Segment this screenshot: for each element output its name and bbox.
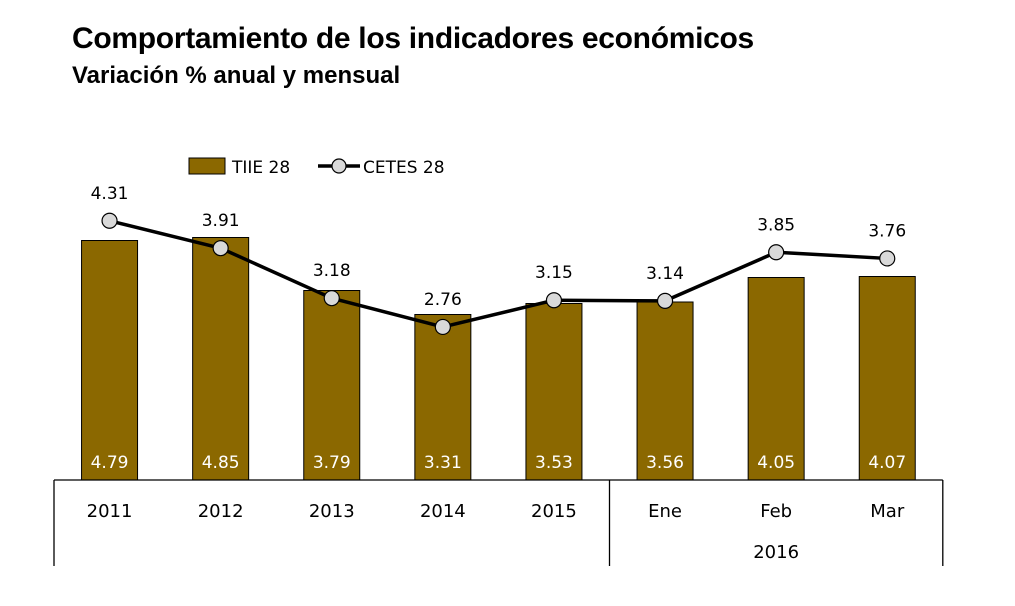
x-tick-label: 2014 bbox=[420, 501, 466, 522]
legend-swatch-tiie bbox=[188, 157, 226, 175]
bar-value-label: 3.79 bbox=[313, 453, 351, 473]
line-point-Mar bbox=[879, 250, 896, 267]
x-tick-label: 2011 bbox=[87, 501, 133, 522]
group-label: 2016 bbox=[753, 542, 799, 563]
cetes-line bbox=[109, 219, 888, 329]
line-value-label: 3.85 bbox=[757, 215, 795, 235]
legend-label-cetes: CETES 28 bbox=[363, 158, 445, 178]
bar-value-label: 4.05 bbox=[757, 453, 795, 473]
line-point-2015 bbox=[545, 292, 563, 309]
line-value-label: 3.15 bbox=[535, 263, 573, 283]
legend-label-tiie: TIIE 28 bbox=[231, 158, 290, 178]
bar-series bbox=[81, 237, 916, 481]
x-tick-label: Ene bbox=[648, 501, 682, 522]
x-tick-label: 2015 bbox=[531, 501, 577, 522]
line-value-label: 3.91 bbox=[202, 211, 240, 231]
chart-subtitle: Variación % anual y mensual bbox=[72, 62, 401, 89]
bar-value-labels: 4.79 4.85 3.79 3.31 3.53 3.56 4.05 4.07 bbox=[91, 453, 907, 473]
bar-value-label: 3.31 bbox=[424, 453, 462, 473]
line-value-label: 2.76 bbox=[424, 290, 462, 310]
line-point-Ene bbox=[656, 292, 674, 310]
chart-title: Comportamiento de los indicadores económ… bbox=[72, 22, 754, 55]
bar-value-label: 3.53 bbox=[535, 453, 573, 473]
bar-value-label: 4.85 bbox=[202, 453, 240, 473]
bar-2015 bbox=[525, 303, 583, 481]
bar-2013 bbox=[303, 290, 361, 481]
x-tick-label: Feb bbox=[760, 501, 792, 522]
line-point-Feb bbox=[768, 244, 785, 261]
line-value-label: 3.76 bbox=[868, 221, 906, 241]
legend-marker-cetes bbox=[331, 158, 347, 174]
line-point-2013 bbox=[323, 290, 340, 307]
legend: TIIE 28 CETES 28 bbox=[188, 157, 445, 178]
line-point-2012 bbox=[212, 240, 229, 257]
bar-Feb bbox=[747, 277, 805, 481]
bar-2012 bbox=[192, 237, 250, 481]
bar-value-label: 4.07 bbox=[868, 453, 906, 473]
line-value-label: 4.31 bbox=[91, 184, 129, 204]
line-value-label: 3.14 bbox=[646, 264, 684, 284]
line-point-2011 bbox=[101, 212, 118, 229]
x-tick-label: 2013 bbox=[309, 501, 355, 522]
bar-value-label: 4.79 bbox=[91, 453, 129, 473]
bar-Ene bbox=[636, 301, 694, 481]
line-value-labels: 4.31 3.91 3.18 2.76 3.15 3.14 3.85 3.76 bbox=[91, 184, 907, 310]
line-series bbox=[101, 212, 896, 336]
line-point-2014 bbox=[434, 318, 451, 336]
line-value-label: 3.18 bbox=[313, 261, 351, 281]
x-tick-label: 2012 bbox=[198, 501, 244, 522]
bar-2011 bbox=[81, 240, 139, 481]
x-tick-label: Mar bbox=[870, 501, 905, 522]
category-axis: 2016 2011 2012 2013 2014 2015 Ene Feb Mar bbox=[53, 479, 944, 566]
bar-value-label: 3.56 bbox=[646, 453, 684, 473]
bar-Mar bbox=[858, 276, 916, 481]
